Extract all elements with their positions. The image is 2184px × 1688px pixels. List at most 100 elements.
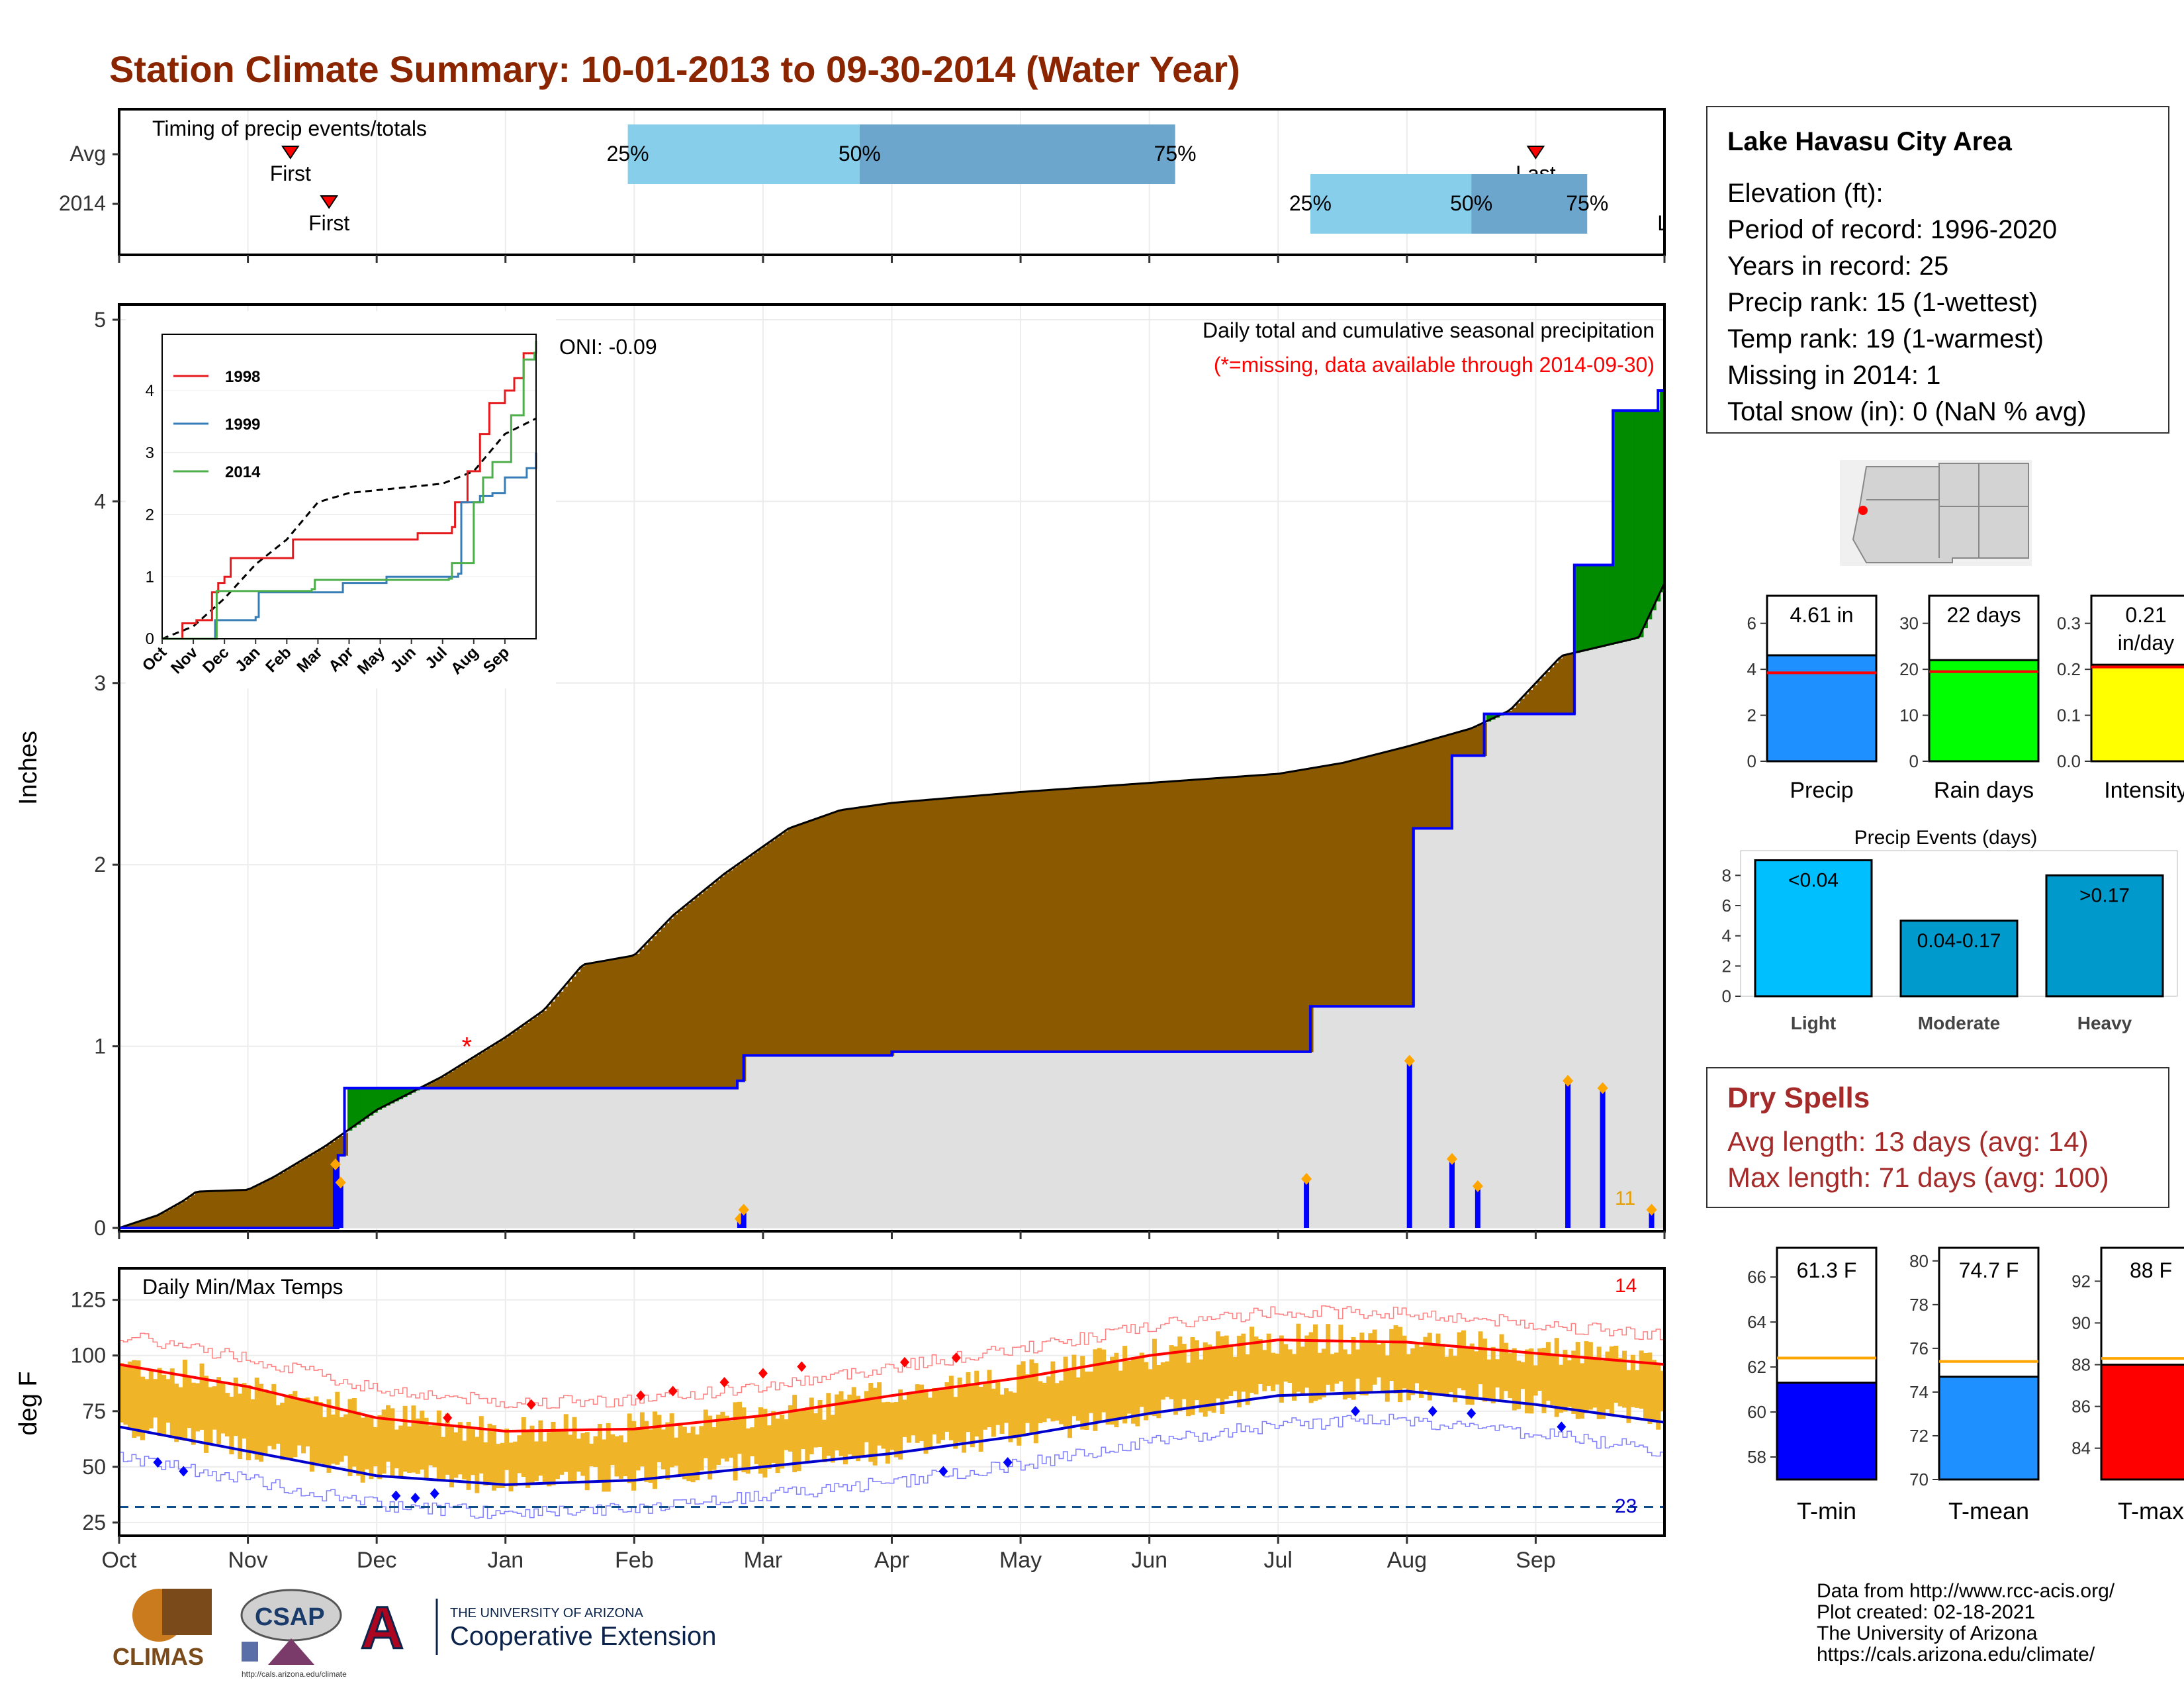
timing-panel: Timing of precip events/totals 25% 50% 75%…: [59, 108, 1694, 263]
precip-daily-bars: *: [330, 1033, 1657, 1228]
summary-y-tick-label: 0.3: [2057, 614, 2081, 633]
daily-temp-bar: [842, 1399, 848, 1465]
daily-temp-bar: [1596, 1346, 1602, 1419]
daily-temp-bar: [1059, 1380, 1064, 1425]
daily-temp-bar: [1160, 1362, 1165, 1400]
daily-temp-bar: [182, 1359, 187, 1441]
daily-temp-bar: [1250, 1327, 1255, 1393]
daily-temp-bar: [639, 1412, 645, 1467]
precip-y-tick-label: 4: [94, 489, 106, 513]
daily-temp-bar: [618, 1435, 623, 1479]
average-cumulative-line: [118, 583, 1666, 1229]
record-high-marker: [758, 1368, 768, 1379]
first-event-marker: [320, 195, 339, 209]
daily-temp-bar: [1186, 1362, 1191, 1417]
daily-temp-bar: [1605, 1351, 1610, 1410]
daily-temp-bar: [974, 1370, 979, 1437]
daily-temp-bar: [906, 1392, 911, 1443]
climas-logo: CLIMAS: [113, 1589, 212, 1670]
daily-temp-bar: [1139, 1352, 1144, 1407]
daily-temp-bar: [445, 1413, 450, 1475]
daily-temp-bar: [322, 1417, 328, 1467]
daily-temp-bar: [161, 1374, 166, 1436]
daily-temp-bar: [1571, 1350, 1576, 1414]
daily-temp-bar: [1004, 1388, 1009, 1423]
daily-temp-bar: [174, 1383, 179, 1442]
year-cumulative-line: [119, 389, 1664, 1229]
daily-temp-bar: [995, 1381, 1001, 1425]
daily-temp-bar: [191, 1382, 196, 1445]
daily-temp-bar: [648, 1429, 653, 1483]
daily-temp-bar: [1067, 1370, 1072, 1438]
daily-temp-bar: [1021, 1361, 1026, 1437]
daily-temp-bar: [580, 1433, 586, 1476]
inset-y-tick-label: 1: [146, 568, 154, 586]
precip-y-tick-label: 3: [94, 671, 106, 695]
temp-x-tick-label: Apr: [874, 1548, 909, 1573]
daily-temp-bar: [576, 1438, 581, 1472]
daily-temp-bar: [1529, 1348, 1534, 1414]
daily-temp-bar: [678, 1423, 683, 1475]
daily-temp-bar: [839, 1391, 844, 1456]
station-period: Period of record: 1996-2020: [1727, 215, 2058, 244]
daily-temp-bar: [1347, 1354, 1352, 1398]
temp-summary-value-label: 61.3 F: [1797, 1258, 1857, 1282]
timing-clip: [1666, 109, 1694, 261]
record-high-marker: [719, 1377, 729, 1388]
timing-q25-label: 25%: [607, 142, 649, 165]
daily-precip-marker: [1563, 1074, 1574, 1087]
daily-temp-bar: [1207, 1344, 1212, 1411]
temp-summary-bar: [1776, 1382, 1878, 1481]
daily-temp-bar: [254, 1378, 259, 1460]
daily-temp-bar: [1439, 1343, 1445, 1395]
daily-temp-bar: [682, 1427, 687, 1479]
temp-summary-bars: 61.3 F 58 60 62 64 66 T-min 74.7 F 70 72 74 76 78 80 T…: [1747, 1246, 2184, 1524]
daily-temp-bar: [1165, 1361, 1170, 1397]
daily-precip-bar: [1406, 1060, 1412, 1228]
daily-temp-bar: [411, 1405, 416, 1473]
daily-temp-bar: [707, 1415, 713, 1479]
daily-temp-bar: [940, 1387, 946, 1440]
daily-temp-bar: [415, 1418, 420, 1474]
temp-x-tick-label: Sep: [1516, 1548, 1556, 1573]
temp-summary-bar: [1938, 1376, 2040, 1481]
daily-temp-bar: [1135, 1356, 1140, 1427]
daily-precip-bar: [1304, 1178, 1310, 1228]
daily-temp-bar: [1308, 1332, 1314, 1403]
daily-precip-bar: [1600, 1088, 1606, 1228]
daily-temp-bar: [1232, 1356, 1238, 1391]
map-states: [1852, 463, 2029, 563]
daily-temp-bar: [720, 1411, 725, 1459]
daily-temp-bar: [1427, 1333, 1432, 1401]
normal-max-line: [118, 1338, 1665, 1433]
daily-temp-bar: [784, 1419, 789, 1450]
daily-temp-bar: [1271, 1352, 1276, 1391]
summary-bar: [1928, 659, 2040, 763]
daily-temp-bar: [830, 1415, 835, 1463]
daily-temp-bar: [915, 1384, 920, 1443]
daily-temp-bar: [1461, 1330, 1466, 1391]
daily-temp-bar: [1359, 1333, 1365, 1395]
precip-events-chart: Precip Events (days) 0 2 4 6 8 <0.04 Light 0.04…: [1722, 827, 2178, 1033]
temp-y-tick-label: 75: [82, 1399, 106, 1423]
daily-temp-bar: [394, 1429, 399, 1469]
daily-temp-bar: [826, 1393, 831, 1456]
timing-rows: 25%50%75%FirstLastAvg25%50%75%FirstLast2…: [59, 109, 1694, 263]
record-low-marker: [1003, 1457, 1013, 1468]
daily-temp-bar: [1402, 1335, 1407, 1389]
daily-temp-bar: [593, 1436, 598, 1468]
daily-temp-bar: [1499, 1334, 1504, 1400]
dry-spells-title: Dry Spells: [1727, 1082, 1870, 1114]
daily-temp-bar: [529, 1425, 535, 1483]
daily-temp-bar: [1190, 1336, 1195, 1415]
daily-temp-bar: [1614, 1345, 1619, 1403]
record-low-marker: [1467, 1408, 1477, 1419]
daily-temp-bar: [169, 1368, 175, 1436]
temp-summary-y-tick-label: 70: [1909, 1470, 1929, 1489]
daily-temp-bar: [606, 1423, 611, 1492]
daily-temp-bar: [504, 1429, 510, 1470]
daily-temp-bar: [1075, 1377, 1081, 1421]
daily-temp-bar: [119, 1363, 124, 1423]
daily-temp-bar: [1630, 1354, 1635, 1407]
daily-temp-bar: [466, 1421, 471, 1490]
